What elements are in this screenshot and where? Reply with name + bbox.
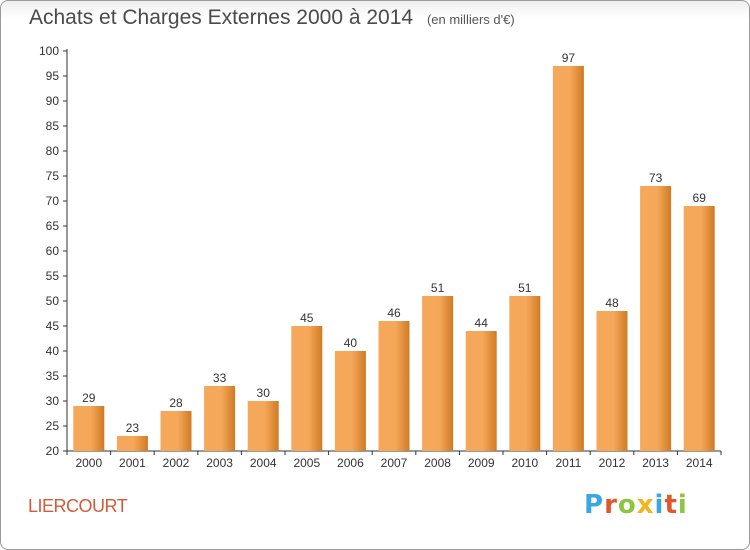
x-tick-label: 2006 bbox=[337, 456, 364, 470]
y-tick-label: 60 bbox=[46, 244, 60, 258]
bar-2004[interactable] bbox=[247, 401, 279, 451]
bar-2014[interactable] bbox=[683, 206, 715, 451]
x-tick-label: 2001 bbox=[119, 456, 146, 470]
y-tick-label: 35 bbox=[46, 369, 60, 383]
bar-2007[interactable] bbox=[378, 321, 410, 451]
bar-2011[interactable] bbox=[552, 66, 584, 451]
x-tick-label: 2012 bbox=[599, 456, 626, 470]
x-tick-label: 2009 bbox=[468, 456, 495, 470]
bar-2008[interactable] bbox=[422, 296, 454, 451]
logo-letter: o bbox=[617, 490, 637, 520]
place-name: LIERCOURT bbox=[28, 496, 128, 516]
bar-2003[interactable] bbox=[204, 386, 236, 451]
x-tick-label: 2002 bbox=[163, 456, 190, 470]
x-tick-label: 2014 bbox=[686, 456, 713, 470]
x-tick-label: 2008 bbox=[424, 456, 451, 470]
data-label-2012: 48 bbox=[605, 296, 619, 310]
data-label-2004: 30 bbox=[257, 386, 271, 400]
bar-2012[interactable] bbox=[596, 311, 628, 451]
y-tick-label: 95 bbox=[46, 69, 60, 83]
logo-letter: x bbox=[636, 490, 655, 520]
bar-2009[interactable] bbox=[465, 331, 497, 451]
bar-2001[interactable] bbox=[116, 436, 148, 451]
data-label-2003: 33 bbox=[213, 371, 227, 385]
data-label-2006: 40 bbox=[344, 336, 358, 350]
y-tick-label: 40 bbox=[46, 344, 60, 358]
y-tick-label: 55 bbox=[46, 269, 60, 283]
bar-2006[interactable] bbox=[334, 351, 366, 451]
data-label-2007: 46 bbox=[387, 306, 401, 320]
data-label-2009: 44 bbox=[475, 316, 489, 330]
chart-title: Achats et Charges Externes 2000 à 2014 bbox=[29, 6, 414, 29]
y-tick-label: 45 bbox=[46, 319, 60, 333]
proxiti-logo[interactable]: Proxiti bbox=[584, 490, 688, 520]
data-label-2000: 29 bbox=[82, 391, 96, 405]
logo-letter: t bbox=[664, 490, 678, 520]
data-label-2014: 69 bbox=[693, 191, 707, 205]
x-tick-label: 2013 bbox=[642, 456, 669, 470]
y-tick-label: 75 bbox=[46, 169, 60, 183]
data-label-2002: 28 bbox=[169, 396, 183, 410]
data-label-2001: 23 bbox=[126, 421, 140, 435]
bar-2000[interactable] bbox=[73, 406, 105, 451]
y-tick-label: 100 bbox=[39, 44, 59, 58]
y-tick-label: 80 bbox=[46, 144, 60, 158]
chart-title-row: Achats et Charges Externes 2000 à 2014 (… bbox=[29, 6, 515, 30]
logo-letter: i bbox=[677, 490, 688, 520]
y-tick-label: 20 bbox=[46, 444, 60, 458]
logo-letter: P bbox=[584, 490, 605, 520]
bar-2010[interactable] bbox=[509, 296, 541, 451]
x-tick-label: 2007 bbox=[381, 456, 408, 470]
logo-letter: i bbox=[654, 490, 665, 520]
y-tick-label: 25 bbox=[46, 419, 60, 433]
y-tick-label: 50 bbox=[46, 294, 60, 308]
data-label-2005: 45 bbox=[300, 311, 314, 325]
y-tick-label: 30 bbox=[46, 394, 60, 408]
x-tick-label: 2004 bbox=[250, 456, 277, 470]
data-label-2008: 51 bbox=[431, 281, 445, 295]
chart-subtitle: (en milliers d'€) bbox=[426, 12, 515, 27]
x-tick-label: 2005 bbox=[293, 456, 320, 470]
data-label-2010: 51 bbox=[518, 281, 532, 295]
bar-2013[interactable] bbox=[640, 186, 672, 451]
x-tick-label: 2011 bbox=[555, 456, 581, 470]
x-tick-label: 2003 bbox=[206, 456, 233, 470]
bar-2005[interactable] bbox=[291, 326, 323, 451]
x-tick-label: 2010 bbox=[511, 456, 538, 470]
logo-letter: r bbox=[604, 490, 618, 520]
x-tick-label: 2000 bbox=[75, 456, 102, 470]
data-label-2013: 73 bbox=[649, 171, 663, 185]
y-tick-label: 70 bbox=[46, 194, 60, 208]
data-label-2011: 97 bbox=[562, 51, 576, 65]
y-tick-label: 90 bbox=[46, 94, 60, 108]
y-tick-label: 85 bbox=[46, 119, 60, 133]
y-tick-label: 65 bbox=[46, 219, 60, 233]
bar-2002[interactable] bbox=[160, 411, 192, 451]
